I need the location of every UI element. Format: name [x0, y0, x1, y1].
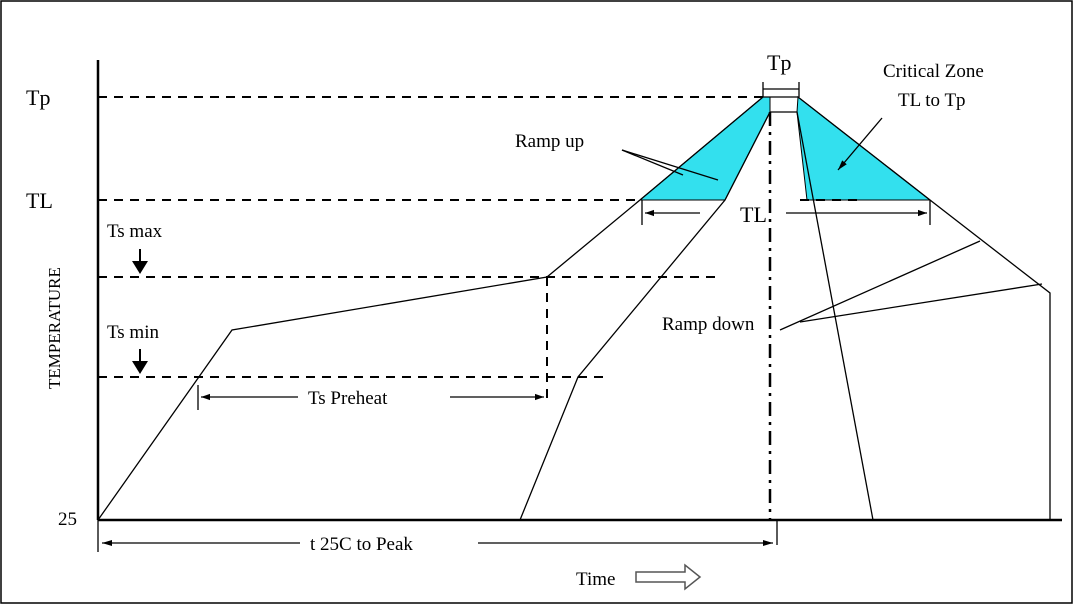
t25-axis-label: 25 [58, 509, 77, 530]
ts-min-down-arrow-icon [132, 349, 148, 374]
critical-zone-label-line1: Critical Zone [883, 61, 984, 82]
ts-preheat-label: Ts Preheat [308, 388, 388, 409]
ramp-down-pointer-1 [779, 240, 981, 331]
ramp-up-pointer-1 [621, 149, 684, 176]
tl-axis-label: TL [26, 188, 53, 213]
time-right-arrow-icon [635, 563, 702, 591]
t25-to-peak-label: t 25C to Peak [310, 534, 413, 555]
ts-max-down-arrow-icon [132, 249, 148, 274]
ts-min-label: Ts min [107, 322, 159, 343]
time-axis-label: Time [576, 569, 615, 590]
ramp-down-pointer-2 [799, 283, 1043, 323]
ts-max-label: Ts max [107, 221, 163, 242]
tp-top-label: Tp [767, 50, 791, 75]
ramp-up-pointer-2 [621, 149, 719, 181]
ramp-up-label: Ramp up [515, 131, 584, 152]
tl-duration-label: TL [740, 202, 767, 227]
tp-axis-label: Tp [26, 85, 50, 110]
y-axis-label: TEMPERATURE [45, 267, 64, 389]
min-profile-curve [519, 111, 874, 521]
critical-zone-label-line2: TL to Tp [898, 90, 966, 111]
ramp-down-label: Ramp down [662, 314, 755, 335]
critical-zone-arrow [837, 117, 883, 171]
